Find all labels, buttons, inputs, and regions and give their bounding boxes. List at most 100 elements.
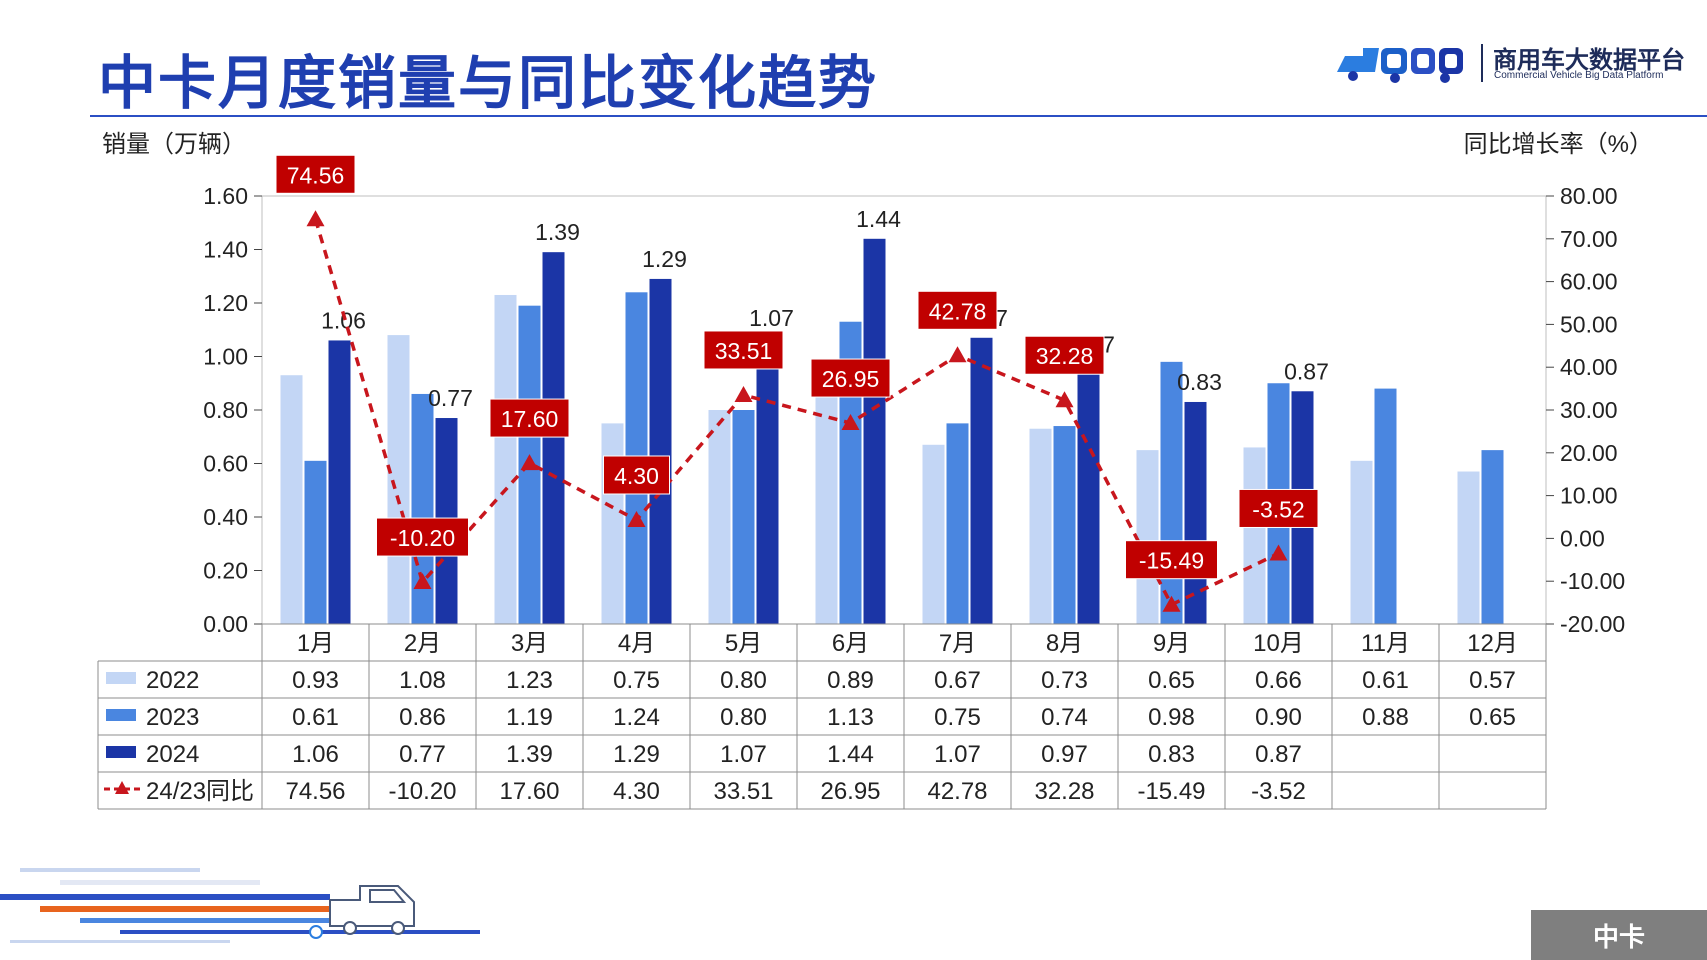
bar-2024 <box>756 337 779 624</box>
table-cell: 0.65 <box>1469 704 1516 731</box>
legend-label: 2023 <box>146 704 199 731</box>
yoy-marker <box>520 454 539 471</box>
yoy-value-label: 26.95 <box>822 366 880 392</box>
table-cell: 1.29 <box>613 741 660 768</box>
bar-2024 <box>1077 364 1100 624</box>
category-label: 10月 <box>1253 630 1304 657</box>
table-cell: 32.28 <box>1034 778 1094 805</box>
right-axis-tick-label: 10.00 <box>1560 483 1618 509</box>
yoy-label-box <box>1024 335 1105 375</box>
title-divider <box>90 115 1707 117</box>
table-cell: 0.67 <box>934 667 981 694</box>
table-cell: -3.52 <box>1251 778 1306 805</box>
left-axis-tick-label: 0.00 <box>203 611 248 637</box>
bar-value-label: 0.83 <box>1177 369 1222 395</box>
bar-value-label: 1.29 <box>642 246 687 272</box>
yoy-marker <box>734 385 753 402</box>
table-cell: 0.75 <box>934 704 981 731</box>
bar-2023 <box>304 460 327 624</box>
right-axis-title: 同比增长率（%） <box>1463 131 1653 158</box>
right-axis-tick-label: 70.00 <box>1560 226 1618 252</box>
table-cell: 0.89 <box>827 667 874 694</box>
yoy-label-box <box>603 455 670 495</box>
yoy-value-label: 42.78 <box>929 298 987 324</box>
category-label: 5月 <box>725 630 762 657</box>
left-axis-tick-label: 1.40 <box>203 237 248 263</box>
bar-2023 <box>1053 426 1076 624</box>
table-cell: 0.57 <box>1469 667 1516 694</box>
right-axis-tick-label: 60.00 <box>1560 269 1618 295</box>
bar-2024 <box>863 238 886 625</box>
yoy-value-label: -3.52 <box>1252 496 1304 522</box>
yoy-value-label: 17.60 <box>501 406 559 432</box>
yoy-label-box <box>703 330 784 370</box>
category-label: 1月 <box>297 630 334 657</box>
table-cell: 1.39 <box>506 741 553 768</box>
yoy-label-box <box>275 154 356 194</box>
right-axis-tick-label: 20.00 <box>1560 440 1618 466</box>
yoy-marker <box>841 414 860 431</box>
bar-2022 <box>494 294 517 624</box>
table-cell: 0.77 <box>399 741 446 768</box>
bar-2022 <box>1029 428 1052 624</box>
yoy-marker <box>1269 544 1288 561</box>
table-cell: 4.30 <box>613 778 660 805</box>
bar-value-label: 0.77 <box>428 385 473 411</box>
bar-2022 <box>1457 471 1480 624</box>
table-cell: 0.75 <box>613 667 660 694</box>
table-cell: 0.73 <box>1041 667 1088 694</box>
category-label: 8月 <box>1046 630 1083 657</box>
yoy-marker <box>413 573 432 590</box>
table-cell: 1.07 <box>720 741 767 768</box>
bar-2022 <box>922 444 945 624</box>
right-axis-tick-label: 0.00 <box>1560 525 1605 551</box>
bar-2022 <box>1136 450 1159 624</box>
table-cell: 1.07 <box>934 741 981 768</box>
legend-marker-yoy <box>115 781 129 794</box>
yoy-marker <box>1162 595 1181 612</box>
truck-speed-lines-icon <box>0 868 480 943</box>
table-cell: 42.78 <box>927 778 987 805</box>
table-cell: 17.60 <box>499 778 559 805</box>
table-cell: 0.74 <box>1041 704 1088 731</box>
left-axis-tick-label: 1.20 <box>203 290 248 316</box>
table-cell: 1.08 <box>399 667 446 694</box>
bar-value-label: 1.39 <box>535 219 580 245</box>
table-cell: 0.87 <box>1255 741 1302 768</box>
table-cell: 0.93 <box>292 667 339 694</box>
logo-name: 商用车大数据平台 <box>1493 46 1685 74</box>
yoy-marker <box>306 210 325 227</box>
legend-label: 2022 <box>146 667 199 694</box>
table-cell: 0.61 <box>292 704 339 731</box>
right-axis-tick-label: 50.00 <box>1560 311 1618 337</box>
legend-swatch-2023 <box>106 709 136 721</box>
left-axis-tick-label: 0.40 <box>203 504 248 530</box>
bar-2023 <box>1160 361 1183 624</box>
bar-value-label: 1.44 <box>856 206 901 232</box>
yoy-label-box <box>376 517 469 557</box>
table-cell: -10.20 <box>388 778 456 805</box>
yoy-marker <box>1055 391 1074 408</box>
yoy-label-box <box>917 290 998 330</box>
table-cell: 0.66 <box>1255 667 1302 694</box>
bar-2022 <box>601 423 624 624</box>
yoy-value-label: 4.30 <box>614 463 659 489</box>
bar-2023 <box>1481 450 1504 624</box>
platform-logo: 商用车大数据平台 Commercial Vehicle Big Data Pla… <box>1335 38 1707 86</box>
legend-label: 24/23同比 <box>146 778 254 805</box>
table-cell: 0.80 <box>720 704 767 731</box>
table-cell: 1.06 <box>292 741 339 768</box>
logo-subtitle: Commercial Vehicle Big Data Platform <box>1494 70 1664 81</box>
bar-2024 <box>970 337 993 624</box>
page-title: 中卡月度销量与同比变化趋势 <box>98 49 879 117</box>
bar-2022 <box>708 410 731 624</box>
table-cell: 1.23 <box>506 667 553 694</box>
table-cell: 0.65 <box>1148 667 1195 694</box>
table-cell: 0.83 <box>1148 741 1195 768</box>
category-label: 7月 <box>939 630 976 657</box>
bar-2024 <box>649 278 672 624</box>
left-axis-tick-label: 0.20 <box>203 558 248 584</box>
yoy-value-label: -15.49 <box>1139 548 1204 574</box>
yoy-value-label: -10.20 <box>390 525 455 551</box>
